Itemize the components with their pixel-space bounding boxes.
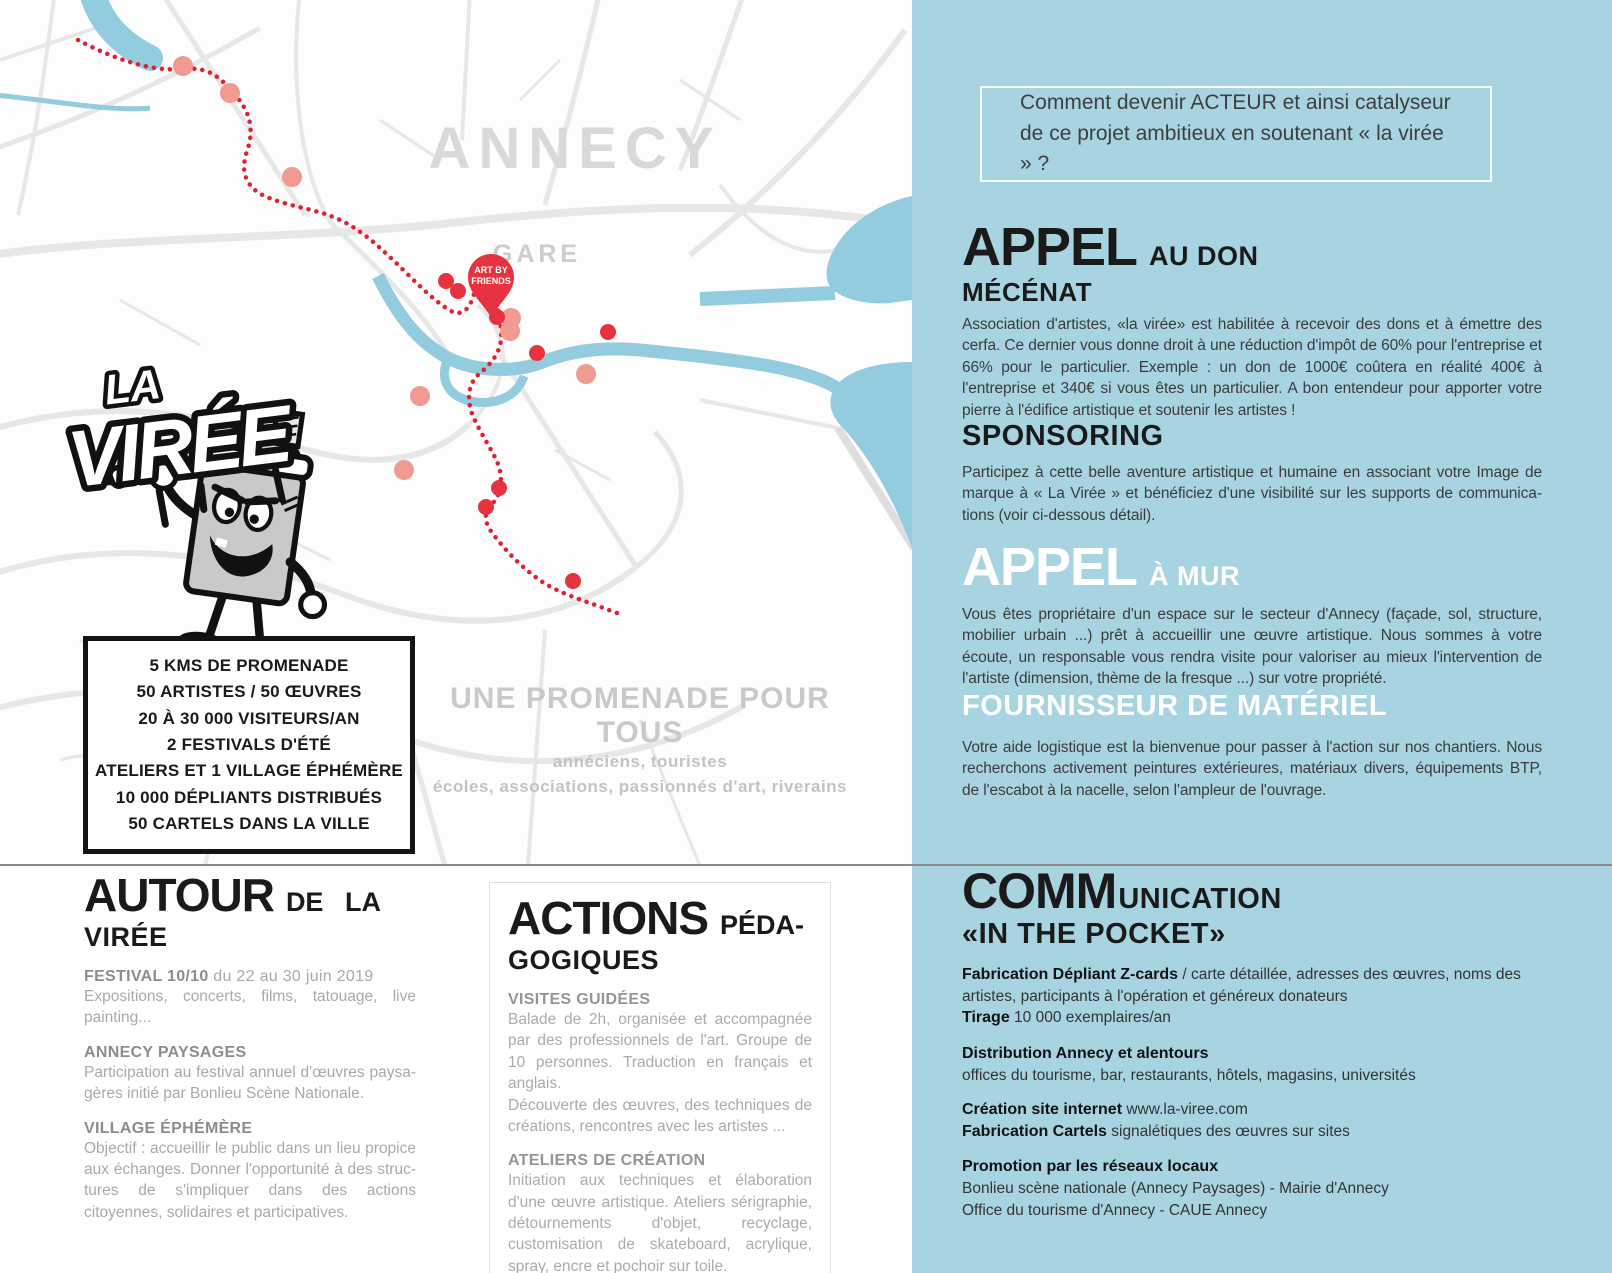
- appel-don-body: Association d'artistes, «la virée» est h…: [962, 316, 1542, 419]
- section-autour: AUTOUR DE LA VIRÉE FESTIVAL 10/10 du 22 a…: [84, 872, 416, 1224]
- canal: [0, 92, 151, 112]
- promotion-line-1: Bonlieu scène nationale (Annecy Paysages…: [962, 1180, 1389, 1198]
- fabrication-label: Fabrication Dépliant Z-cards: [962, 966, 1179, 983]
- visites-body-2: Découverte des œuvres, des techniques de…: [508, 1096, 812, 1135]
- distribution-text: offices du tourisme, bar, restaurants, h…: [962, 1066, 1416, 1084]
- lake-upper-arm: [699, 286, 836, 306]
- ateliers-body: Initiation aux techniques et élaboration…: [508, 1172, 812, 1273]
- section-appel-au-don: APPEL AU DON MÉCÉNAT: [962, 220, 1542, 308]
- stat-line: 50 ARTISTES / 50 ŒUVRES: [136, 682, 362, 702]
- appel-don-title-small: AU DON: [1149, 241, 1259, 271]
- village-item: VILLAGE ÉPHÉMÈRE Objectif : accueillir l…: [84, 1120, 416, 1224]
- intro-question: Comment devenir ACTEUR et ainsi catalyse…: [1020, 91, 1451, 176]
- lake-lower-lobe: [830, 362, 912, 548]
- tirage-text: 10 000 exemplaires/an: [1009, 1009, 1171, 1027]
- site-label: Création site internet: [962, 1100, 1123, 1118]
- village-head: VILLAGE ÉPHÉMÈRE: [84, 1119, 253, 1137]
- appel-don-subtitle: MÉCÉNAT: [962, 277, 1093, 308]
- festival-body: Expositions, concerts, films, tatouage, …: [84, 988, 416, 1027]
- comm-title-small: UNICATION: [1118, 883, 1282, 915]
- visites-body-1: Balade de 2h, organisée et accompagnée p…: [508, 1011, 812, 1093]
- autour-subtitle: VIRÉE: [84, 922, 168, 952]
- fournisseur-body: Votre aide logistique est la bienvenue p…: [962, 739, 1542, 799]
- pin-label-line1: ART BY: [474, 265, 508, 275]
- comm-site-cartels: Création site internet www.la-viree.com …: [962, 1099, 1547, 1143]
- marker-in-hand: [97, 450, 167, 489]
- section-sponsoring: SPONSORING: [962, 420, 1542, 453]
- appel-mur-title-big: APPEL: [962, 537, 1138, 597]
- comm-subtitle: «IN THE POCKET»: [962, 918, 1226, 950]
- city-watermark: ANNECY: [429, 116, 722, 181]
- art-by-friends-pin: ART BY FRIENDS: [468, 254, 514, 317]
- stat-line: 10 000 DÉPLIANTS DISTRIBUÉS: [115, 787, 383, 807]
- paysages-head: ANNECY PAYSAGES: [84, 1043, 247, 1061]
- village-body: Objectif : accueillir le public dans un …: [84, 1139, 416, 1221]
- tirage-label: Tirage: [962, 1009, 1010, 1027]
- lake-upper-lobe: [826, 196, 912, 304]
- artwork-dots-pink: [173, 56, 596, 480]
- cartels-text: signalétiques des œuvres sur sites: [1106, 1123, 1350, 1141]
- promotion-line-2: Office du tourisme d'Annecy - CAUE Annec…: [962, 1201, 1268, 1219]
- cartels-label: Fabrication Cartels: [962, 1123, 1107, 1141]
- annecy-map: ANNECY GARE ART BY FRIENDS: [0, 0, 912, 866]
- fabrication-text: / carte détaillée, adresses des œuvres, …: [962, 966, 1521, 1006]
- ateliers-item: ATELIERS DE CRÉATION Initiation aux tech…: [508, 1152, 812, 1273]
- visites-item: VISITES GUIDÉES Balade de 2h, organisée …: [508, 991, 812, 1137]
- lake-and-rivers: [0, 0, 912, 548]
- comm-distribution: Distribution Annecy et alentours offices…: [962, 1043, 1547, 1086]
- paysages-item: ANNECY PAYSAGES Participation au festiva…: [84, 1044, 416, 1105]
- autour-title-big: AUTOUR: [84, 869, 275, 921]
- section-communication: COMMUNICATION «IN THE POCKET» Fabricatio…: [962, 866, 1547, 1221]
- site-url-link[interactable]: www.la-viree.com: [1122, 1100, 1248, 1118]
- river-top-left: [80, 0, 163, 71]
- key-figures-box: 5 KMS DE PROMENADE 50 ARTISTES / 50 ŒUVR…: [83, 636, 415, 855]
- support-panel: Comment devenir ACTEUR et ainsi catalyse…: [912, 0, 1612, 1273]
- festival-head: FESTIVAL 10/10: [84, 968, 209, 985]
- river-loop: [440, 356, 529, 407]
- spray-can-mascot: [97, 407, 328, 663]
- logo-canvas: LA VIRÉE: [57, 356, 328, 663]
- promenade-title: UNE PROMENADE POUR TOUS: [450, 682, 830, 749]
- visites-head: VISITES GUIDÉES: [508, 991, 651, 1008]
- autour-title-small: DE LA: [285, 887, 381, 917]
- sponsoring-body: Participez à cette belle aventure artist…: [962, 464, 1542, 524]
- promenade-subtitle-1: annéciens, touristes: [552, 752, 728, 771]
- actions-subtitle: GOGIQUES: [508, 945, 660, 975]
- ateliers-head: ATELIERS DE CRÉATION: [508, 1152, 706, 1170]
- paysages-body: Participation au festival annuel d'œuvre…: [84, 1063, 416, 1103]
- promenade-caption: UNE PROMENADE POUR TOUS annéciens, touri…: [430, 682, 850, 799]
- fournisseur-title: FOURNISSEUR DE MATÉRIEL: [962, 690, 1388, 722]
- appel-don-title-big: APPEL: [962, 217, 1138, 277]
- actions-title-small: PÉDA-: [720, 910, 805, 940]
- promenade-subtitle-2: écoles, associations, passionnés d'art, …: [432, 776, 848, 796]
- section-appel-a-mur: APPEL À MUR: [962, 540, 1542, 594]
- section-fournisseur: FOURNISSEUR DE MATÉRIEL: [962, 690, 1542, 723]
- comm-promotion: Promotion par les réseaux locaux Bonlieu…: [962, 1156, 1547, 1221]
- stat-line: 2 FESTIVALS D'ÉTÉ: [167, 735, 331, 755]
- stat-line: 50 CARTELS DANS LA VILLE: [128, 814, 370, 834]
- distribution-label: Distribution Annecy et alentours: [962, 1044, 1209, 1062]
- horizontal-divider: [0, 864, 1612, 866]
- stat-line: 20 À 30 000 VISITEURS/AN: [138, 708, 360, 728]
- festival-date: du 22 au 30 juin 2019: [208, 968, 374, 985]
- pin-label-line2: FRIENDS: [471, 276, 511, 286]
- stat-line: 5 KMS DE PROMENADE: [149, 656, 349, 675]
- intro-question-box: Comment devenir ACTEUR et ainsi catalyse…: [980, 86, 1492, 182]
- la-viree-logo: LA VIRÉE: [50, 312, 390, 672]
- artwork-dots-red: [438, 273, 616, 589]
- bottom-sections: AUTOUR DE LA VIRÉE FESTIVAL 10/10 du 22 a…: [0, 866, 912, 1273]
- promotion-label: Promotion par les réseaux locaux: [962, 1158, 1219, 1176]
- festival-item: FESTIVAL 10/10 du 22 au 30 juin 2019 Exp…: [84, 968, 416, 1029]
- comm-fabrication: Fabrication Dépliant Z-cards / carte dét…: [962, 964, 1547, 1030]
- river-main: [372, 273, 844, 396]
- actions-title-big: ACTIONS: [508, 892, 709, 944]
- sponsoring-title: SPONSORING: [962, 420, 1164, 452]
- comm-title-big: COMM: [962, 863, 1117, 919]
- stat-line: ATELIERS ET 1 VILLAGE ÉPHÉMÈRE: [95, 761, 403, 781]
- appel-mur-title-small: À MUR: [1149, 561, 1241, 591]
- appel-mur-body: Vous êtes propriétaire d'un espace sur l…: [962, 606, 1542, 688]
- section-actions-pedagogiques: ACTIONS PÉDA- GOGIQUES VISITES GUIDÉES Ba…: [489, 882, 831, 1273]
